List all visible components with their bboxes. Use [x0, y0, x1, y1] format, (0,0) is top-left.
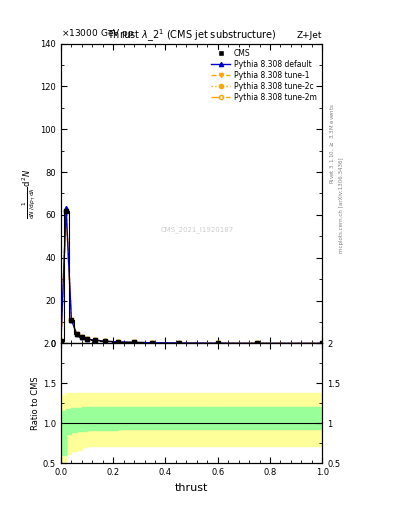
Title: Thrust $\lambda\_2^1$ (CMS jet substructure): Thrust $\lambda\_2^1$ (CMS jet substruct…: [107, 27, 277, 44]
Text: Rivet 3.1.10, $\geq$ 3.3M events: Rivet 3.1.10, $\geq$ 3.3M events: [328, 103, 336, 184]
Y-axis label: Ratio to CMS: Ratio to CMS: [31, 376, 40, 430]
Text: mcplots.cern.ch [arXiv:1306.3436]: mcplots.cern.ch [arXiv:1306.3436]: [339, 157, 344, 252]
Text: $\times$13000 GeV pp: $\times$13000 GeV pp: [61, 27, 134, 40]
Legend: CMS, Pythia 8.308 default, Pythia 8.308 tune-1, Pythia 8.308 tune-2c, Pythia 8.3: CMS, Pythia 8.308 default, Pythia 8.308 …: [209, 47, 318, 103]
Text: Z+Jet: Z+Jet: [297, 31, 322, 40]
X-axis label: thrust: thrust: [175, 483, 208, 493]
Text: CMS_2021_I1920187: CMS_2021_I1920187: [160, 226, 233, 233]
Y-axis label: $\frac{1}{\mathrm{d}N\,/\,\mathrm{d}p_\mathrm{T}\,\mathrm{d}\lambda}\,\mathrm{d}: $\frac{1}{\mathrm{d}N\,/\,\mathrm{d}p_\m…: [20, 168, 37, 219]
